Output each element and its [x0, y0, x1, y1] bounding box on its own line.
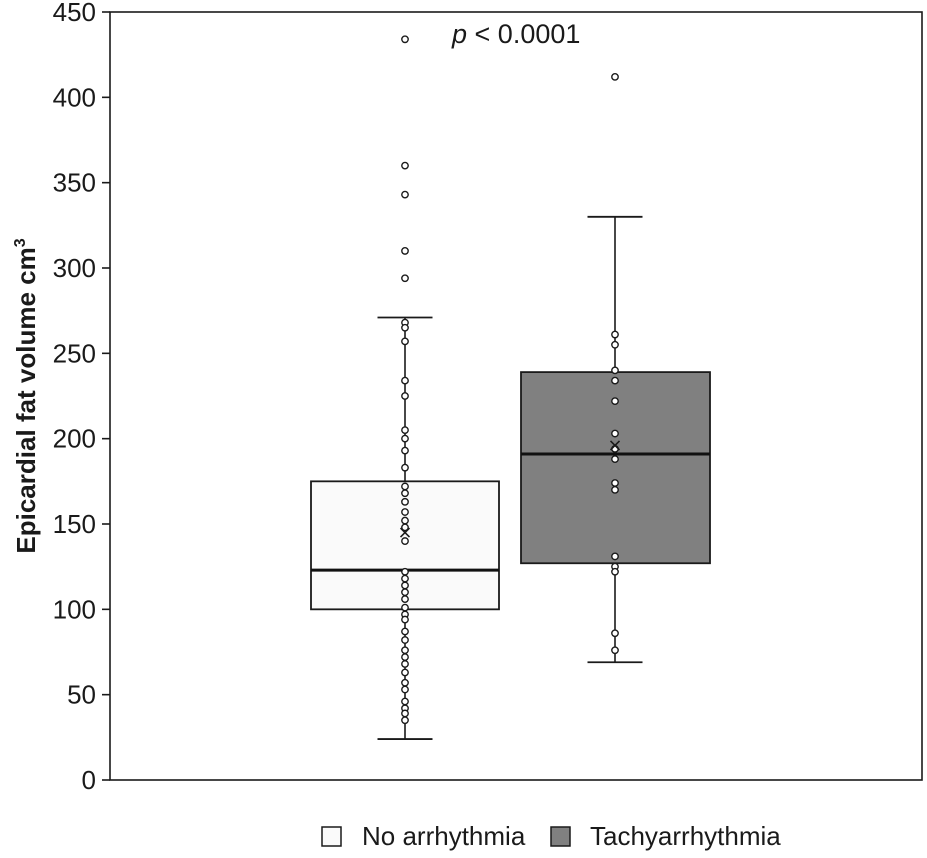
plot-frame — [109, 11, 923, 781]
data-point — [401, 636, 409, 644]
data-point — [401, 709, 409, 718]
data-points — [399, 35, 621, 725]
data-point — [611, 340, 619, 349]
y-axis-title: Epicardial fat volume cm3 — [11, 238, 41, 553]
data-point — [401, 35, 409, 44]
data-point — [401, 434, 409, 443]
data-point — [401, 337, 409, 346]
data-point — [611, 646, 619, 655]
data-point — [401, 516, 409, 525]
data-point — [611, 376, 619, 385]
y-tick-label: 50 — [67, 680, 96, 710]
y-tick-label: 450 — [53, 0, 96, 27]
data-point — [611, 567, 619, 576]
y-axis-ticks: 0 50 100 150 200 250 300 350 400 450 — [53, 0, 110, 795]
data-point — [401, 668, 409, 677]
data-point — [401, 615, 409, 624]
data-point — [611, 330, 619, 339]
y-tick-label: 150 — [53, 509, 96, 539]
legend-label-no-arrhythmia: No arrhythmia — [362, 821, 526, 851]
p-symbol: p — [451, 19, 467, 49]
data-point — [401, 627, 409, 636]
data-point — [401, 274, 409, 283]
data-point — [611, 629, 619, 638]
data-point — [401, 653, 409, 662]
box-plot-groups — [310, 215, 711, 740]
data-point — [401, 190, 409, 199]
data-point — [401, 697, 409, 706]
y-tick-label: 350 — [53, 168, 96, 198]
data-point — [401, 567, 409, 576]
data-point — [611, 72, 619, 81]
points-tachyarrhythmia — [609, 72, 621, 655]
data-point — [401, 323, 409, 332]
data-point — [401, 376, 409, 385]
y-tick-label: 300 — [53, 253, 96, 283]
data-point — [611, 485, 619, 494]
data-point — [401, 685, 409, 694]
legend-label-tachyarrhythmia: Tachyarrhythmia — [590, 821, 781, 851]
data-point — [401, 392, 409, 400]
mean-marker-stroke — [399, 527, 411, 538]
data-point — [611, 479, 619, 487]
y-tick-label: 100 — [53, 594, 96, 624]
y-tick-label: 0 — [82, 765, 96, 795]
mean-marker-stroke — [609, 440, 621, 451]
y-tick-label: 200 — [53, 424, 96, 454]
data-point — [401, 523, 409, 532]
y-tick-label: 400 — [53, 82, 96, 112]
data-point — [611, 397, 619, 406]
legend-swatch-tachyarrhythmia — [550, 826, 571, 847]
data-point — [401, 508, 409, 516]
data-point — [401, 161, 409, 170]
box-group-tachyarrhythmia — [520, 215, 711, 664]
data-point — [401, 247, 409, 255]
p-value-annotation: p < 0.0001 — [451, 19, 580, 49]
data-point — [401, 603, 409, 612]
data-point — [401, 489, 409, 498]
data-point — [611, 366, 619, 375]
legend: No arrhythmia Tachyarrhythmia — [321, 821, 781, 851]
points-no-arrhythmia — [399, 35, 411, 725]
data-point — [611, 455, 619, 464]
data-point — [401, 581, 409, 590]
data-point — [401, 574, 409, 583]
data-point — [401, 716, 409, 725]
data-point — [401, 482, 409, 491]
y-axis-title-superscript: 3 — [12, 238, 29, 247]
data-point — [401, 497, 409, 506]
data-point — [401, 660, 409, 668]
data-point — [401, 678, 409, 687]
data-point — [401, 588, 409, 597]
data-point — [611, 429, 619, 438]
data-point — [401, 646, 409, 655]
p-value-text: < 0.0001 — [467, 19, 580, 49]
data-point — [401, 426, 409, 435]
y-tick-label: 250 — [53, 338, 96, 368]
mean-marker — [399, 527, 411, 538]
data-point — [401, 537, 409, 545]
data-point — [611, 552, 619, 561]
data-point — [401, 595, 409, 603]
data-point — [401, 463, 409, 472]
data-point — [401, 446, 409, 455]
legend-swatch-no-arrhythmia — [321, 826, 342, 847]
mean-marker — [609, 440, 621, 451]
